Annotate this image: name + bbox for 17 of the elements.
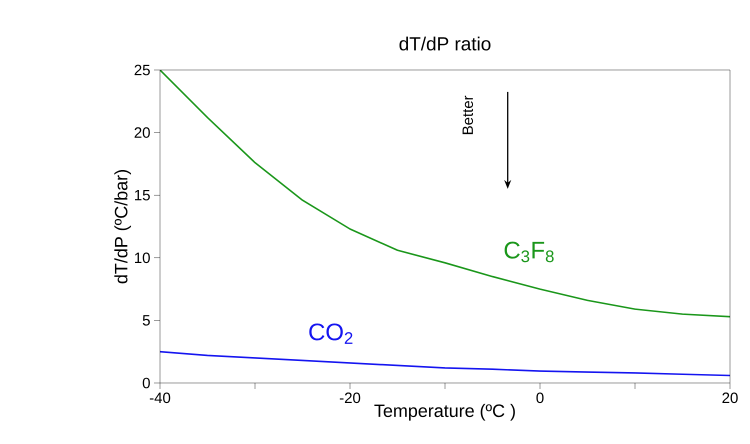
annotation: Better <box>462 96 474 134</box>
series-label: CO$_{2}$ <box>309 323 352 344</box>
x-tick-label: -20 <box>340 392 360 404</box>
y-tick-label: 15 <box>135 190 150 200</box>
x-axis-title: Temperature (ºC ) <box>374 404 515 421</box>
y-tick-label: 10 <box>135 252 150 264</box>
x-tick-label: 0 <box>536 392 544 404</box>
y-tick-label: 5 <box>142 315 150 326</box>
x-tick-label: 20 <box>722 392 738 404</box>
series-label: C$_{3}$F$_{8}$ <box>504 242 554 262</box>
chart-title: dT/dP ratio <box>400 36 490 50</box>
x-tick-label: -40 <box>150 392 170 404</box>
y-tick-label: 20 <box>134 127 150 138</box>
y-tick-label: 0 <box>142 378 150 388</box>
y-tick-label: 25 <box>134 64 150 76</box>
line-series <box>160 70 730 318</box>
y-axis-title: dT/dP (ºC/bar) <box>114 170 132 284</box>
